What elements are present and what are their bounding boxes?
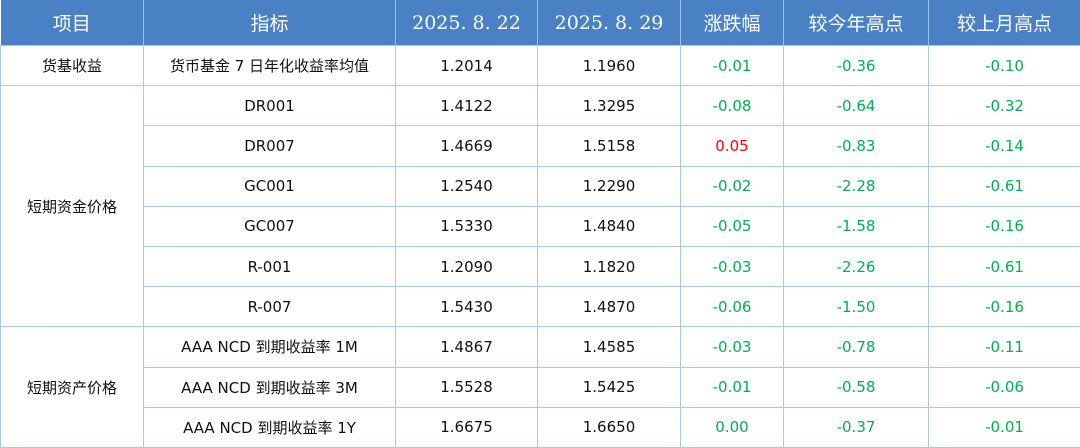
header-cell: 项目 xyxy=(1,0,144,46)
value-cell: 1.4669 xyxy=(396,126,538,166)
value-cell: 1.2540 xyxy=(396,166,538,206)
value-cell: 1.4122 xyxy=(396,86,538,126)
value-cell: -0.32 xyxy=(929,86,1080,126)
value-cell: 1.1960 xyxy=(538,46,681,86)
indicator-cell: GC001 xyxy=(144,166,396,206)
value-cell: 1.2090 xyxy=(396,246,538,286)
value-cell: -0.37 xyxy=(784,407,929,447)
value-cell: -0.03 xyxy=(681,327,784,367)
header-cell: 较今年高点 xyxy=(784,0,929,46)
value-cell: -0.16 xyxy=(929,206,1080,246)
value-cell: -0.03 xyxy=(681,246,784,286)
value-cell: 1.2290 xyxy=(538,166,681,206)
value-cell: 1.5158 xyxy=(538,126,681,166)
value-cell: -0.08 xyxy=(681,86,784,126)
indicator-cell: R-007 xyxy=(144,287,396,327)
indicator-cell: AAA NCD 到期收益率 1Y xyxy=(144,407,396,447)
indicator-cell: AAA NCD 到期收益率 3M xyxy=(144,367,396,407)
group-cell: 货基收益 xyxy=(1,46,144,86)
value-cell: 1.3295 xyxy=(538,86,681,126)
value-cell: -1.58 xyxy=(784,206,929,246)
value-cell: 1.5425 xyxy=(538,367,681,407)
value-cell: 1.5330 xyxy=(396,206,538,246)
value-cell: 1.2014 xyxy=(396,46,538,86)
header-cell: 2025. 8. 29 xyxy=(538,0,681,46)
header-cell: 2025. 8. 22 xyxy=(396,0,538,46)
value-cell: -0.06 xyxy=(929,367,1080,407)
value-cell: -2.26 xyxy=(784,246,929,286)
value-cell: -0.02 xyxy=(681,166,784,206)
value-cell: 0.00 xyxy=(681,407,784,447)
indicator-cell: AAA NCD 到期收益率 1M xyxy=(144,327,396,367)
indicator-cell: R-001 xyxy=(144,246,396,286)
value-cell: -0.01 xyxy=(929,407,1080,447)
value-cell: -0.01 xyxy=(681,46,784,86)
value-cell: -0.05 xyxy=(681,206,784,246)
value-cell: 1.4870 xyxy=(538,287,681,327)
value-cell: -0.01 xyxy=(681,367,784,407)
value-cell: -1.50 xyxy=(784,287,929,327)
value-cell: -0.61 xyxy=(929,246,1080,286)
indicator-cell: GC007 xyxy=(144,206,396,246)
value-cell: 1.5528 xyxy=(396,367,538,407)
value-cell: 1.4840 xyxy=(538,206,681,246)
value-cell: -0.16 xyxy=(929,287,1080,327)
value-cell: 1.4867 xyxy=(396,327,538,367)
header-cell: 指标 xyxy=(144,0,396,46)
indicator-cell: 货币基金 7 日年化收益率均值 xyxy=(144,46,396,86)
value-cell: 1.4585 xyxy=(538,327,681,367)
value-cell: 0.05 xyxy=(681,126,784,166)
value-cell: -0.64 xyxy=(784,86,929,126)
value-cell: 1.1820 xyxy=(538,246,681,286)
value-cell: -0.78 xyxy=(784,327,929,367)
header-cell: 较上月高点 xyxy=(929,0,1080,46)
value-cell: -2.28 xyxy=(784,166,929,206)
value-cell: -0.58 xyxy=(784,367,929,407)
value-cell: -0.36 xyxy=(784,46,929,86)
indicator-cell: DR007 xyxy=(144,126,396,166)
header-cell: 涨跌幅 xyxy=(681,0,784,46)
indicator-cell: DR001 xyxy=(144,86,396,126)
value-cell: -0.10 xyxy=(929,46,1080,86)
value-cell: -0.14 xyxy=(929,126,1080,166)
group-cell: 短期资金价格 xyxy=(1,86,144,327)
value-cell: -0.83 xyxy=(784,126,929,166)
value-cell: -0.06 xyxy=(681,287,784,327)
value-cell: -0.11 xyxy=(929,327,1080,367)
value-cell: -0.61 xyxy=(929,166,1080,206)
value-cell: 1.6675 xyxy=(396,407,538,447)
value-cell: 1.6650 xyxy=(538,407,681,447)
group-cell: 短期资产价格 xyxy=(1,327,144,448)
value-cell: 1.5430 xyxy=(396,287,538,327)
